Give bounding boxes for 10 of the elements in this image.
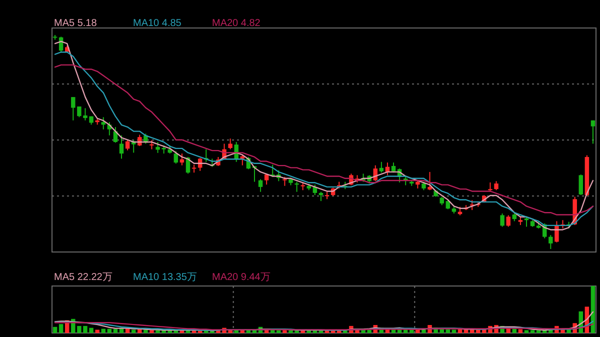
bar [518, 329, 523, 333]
legend: MA5 5.18 MA10 4.85 MA20 4.82 [54, 18, 260, 29]
legend: MA5 22.22万 MA10 13.35万 MA20 9.44万 [54, 272, 270, 283]
bar [452, 330, 456, 333]
bar [530, 330, 535, 333]
bar [524, 330, 529, 333]
bar [58, 324, 64, 333]
bar [52, 326, 58, 333]
bar [95, 330, 100, 333]
bar [131, 330, 136, 333]
